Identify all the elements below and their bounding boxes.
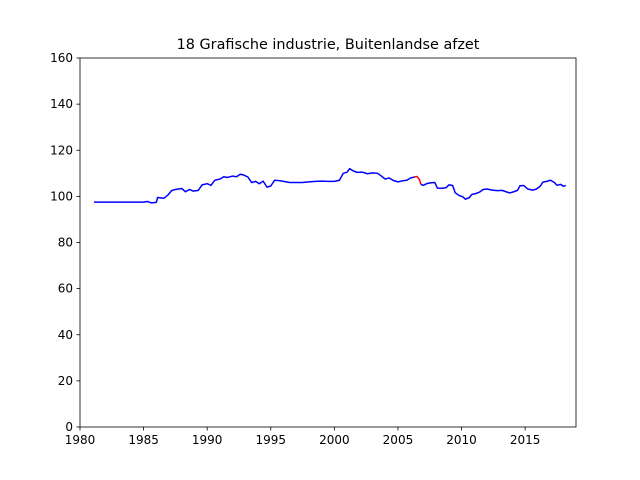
x-tick-label: 1985 bbox=[128, 433, 159, 447]
x-tick-label: 1980 bbox=[65, 433, 96, 447]
y-tick-label: 80 bbox=[58, 236, 73, 250]
series-layer bbox=[93, 167, 567, 204]
series-line-1 bbox=[414, 175, 422, 185]
y-tick-label: 100 bbox=[50, 189, 73, 203]
x-tick-label: 1990 bbox=[192, 433, 223, 447]
x-axis: 1980 1985 1990 1995 2000 2005 2010 2015 bbox=[65, 427, 541, 447]
y-axis: 0 20 40 60 80 100 120 140 160 bbox=[50, 51, 80, 434]
plot-frame bbox=[79, 57, 577, 428]
series-line-2 bbox=[420, 179, 567, 200]
y-tick-label: 140 bbox=[50, 97, 73, 111]
series-line-0 bbox=[93, 167, 415, 204]
x-tick-label: 2005 bbox=[383, 433, 414, 447]
x-tick-label: 1995 bbox=[255, 433, 286, 447]
y-tick-label: 0 bbox=[65, 420, 73, 434]
y-tick-label: 60 bbox=[58, 282, 73, 296]
x-tick-label: 2015 bbox=[510, 433, 541, 447]
y-tick-label: 40 bbox=[58, 328, 73, 342]
y-tick-label: 20 bbox=[58, 374, 73, 388]
chart-title: 18 Grafische industrie, Buitenlandse afz… bbox=[177, 37, 480, 53]
y-tick-label: 160 bbox=[50, 51, 73, 65]
y-tick-label: 120 bbox=[50, 143, 73, 157]
x-tick-label: 2000 bbox=[319, 433, 350, 447]
x-tick-label: 2010 bbox=[446, 433, 477, 447]
